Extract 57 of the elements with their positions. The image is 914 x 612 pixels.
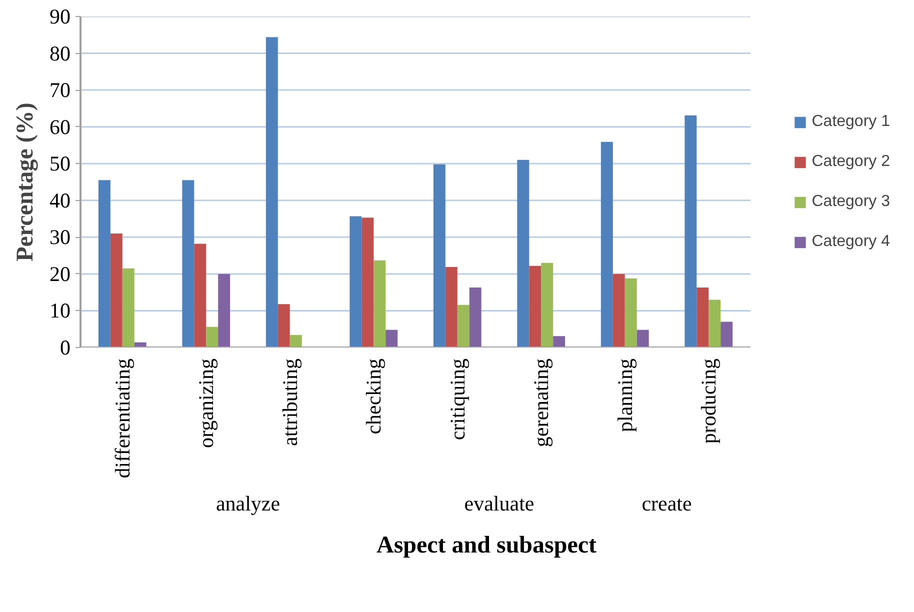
x-tick-label: planning: [612, 358, 637, 432]
bar: [122, 268, 134, 348]
bar: [469, 288, 482, 348]
legend-label: Category 1: [812, 112, 890, 130]
legend-label: Category 3: [812, 192, 890, 210]
text: create: [642, 492, 692, 516]
x-tick-label: producing: [696, 358, 721, 444]
bar: [612, 274, 625, 348]
x-axis-title: Aspect and subaspect: [376, 532, 597, 558]
bar: [218, 274, 230, 348]
bar: [350, 216, 362, 348]
bar: [206, 326, 218, 348]
text: evaluate: [464, 492, 534, 516]
bar: [110, 233, 122, 348]
bar: [182, 180, 194, 348]
bar: [553, 336, 566, 348]
x-tick-label: checking: [362, 358, 386, 434]
bar: [600, 142, 613, 348]
y-tick-label: 80: [50, 41, 70, 66]
bar: [541, 262, 554, 348]
bar: [433, 164, 446, 348]
y-tick-label: 20: [50, 262, 70, 286]
bar: [708, 300, 721, 348]
x-tick-label: critiquing: [445, 358, 470, 440]
bar: [457, 304, 470, 348]
bar: [194, 244, 206, 348]
bar: [445, 266, 458, 348]
y-tick-label: 0: [60, 336, 70, 360]
bar: [386, 330, 398, 348]
x-tick-label: attributing: [278, 358, 302, 446]
bar: [290, 334, 302, 348]
y-tick-label: 40: [50, 188, 70, 212]
bar: [278, 304, 290, 348]
x-tick-label: differentiating: [110, 358, 134, 478]
legend-label: Category 4: [812, 232, 890, 250]
bar: [266, 37, 278, 348]
text: analyze: [216, 492, 280, 516]
x-tick-label: gerenating: [529, 358, 554, 448]
y-tick-label: 30: [50, 225, 70, 250]
y-axis-title: Percentage (%): [12, 102, 38, 262]
legend-label: Category 2: [812, 152, 890, 170]
bar: [374, 260, 386, 348]
bar: [636, 330, 649, 348]
bar: [624, 278, 637, 348]
y-tick-label: 60: [50, 114, 70, 139]
bar: [362, 218, 374, 348]
y-tick-label: 50: [50, 152, 70, 176]
bar: [98, 180, 110, 348]
bar: [529, 266, 542, 348]
bar: [720, 322, 733, 348]
bar: [684, 115, 697, 348]
y-tick-label: 70: [50, 78, 70, 102]
y-tick-label: 90: [50, 4, 70, 28]
y-tick-label: 10: [50, 298, 70, 323]
bar: [517, 160, 530, 348]
bar: [696, 288, 709, 348]
x-tick-label: organizing: [194, 358, 218, 448]
